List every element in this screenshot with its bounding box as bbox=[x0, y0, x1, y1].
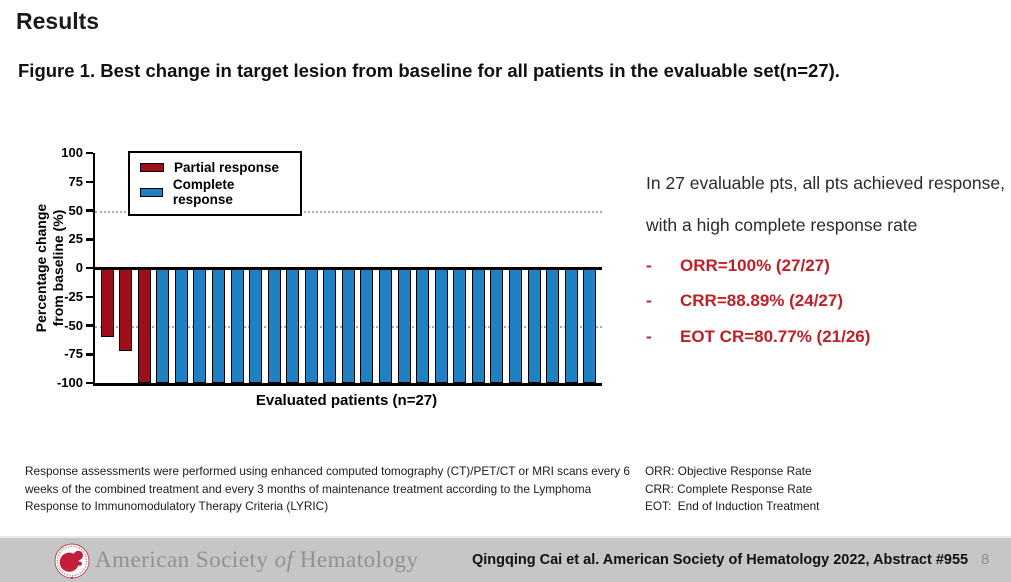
y-tick-label: 25 bbox=[68, 231, 83, 247]
bar-patient-6 bbox=[193, 268, 207, 383]
citation: Qingqing Cai et al. American Society of … bbox=[472, 552, 969, 568]
bar-patient-21 bbox=[471, 268, 485, 383]
summary-intro: In 27 evaluable pts, all pts achieved re… bbox=[646, 173, 1005, 235]
bullet-text: ORR=100% (27/27) bbox=[680, 256, 830, 275]
y-tick-label: -25 bbox=[64, 288, 83, 304]
summary-bullets: - ORR=100% (27/27) - CRR=88.89% (24/27) … bbox=[646, 256, 1011, 347]
y-tick-label: 75 bbox=[68, 173, 83, 189]
y-tick-label: -50 bbox=[64, 317, 83, 333]
bullet-dash: - bbox=[646, 291, 652, 311]
abbreviation-orr: ORR: Objective Response Rate bbox=[645, 464, 812, 478]
y-tick bbox=[86, 180, 93, 183]
y-tick bbox=[86, 209, 93, 212]
bar-patient-18 bbox=[416, 268, 430, 383]
bullet-text: EOT CR=80.77% (21/26) bbox=[680, 326, 871, 346]
bar-patient-26 bbox=[564, 268, 578, 383]
bar-patient-22 bbox=[490, 268, 504, 383]
y-tick bbox=[86, 324, 93, 327]
bar-patient-15 bbox=[360, 268, 374, 383]
bar-patient-7 bbox=[211, 268, 225, 383]
bar-patient-8 bbox=[230, 268, 244, 383]
y-tick bbox=[86, 266, 93, 270]
figure-title: Figure 1. Best change in target lesion f… bbox=[18, 60, 840, 81]
bar-patient-16 bbox=[379, 268, 392, 383]
bullet-dash: - bbox=[646, 256, 652, 275]
y-tick-label: -100 bbox=[56, 375, 83, 390]
partial-response-swatch-icon bbox=[140, 163, 164, 172]
bullet-dash: - bbox=[646, 326, 652, 346]
bar-patient-11 bbox=[286, 268, 300, 383]
y-tick-label: 100 bbox=[61, 145, 83, 160]
y-tick bbox=[86, 295, 93, 298]
footer-bar: American Society of Hematology Qingqing … bbox=[0, 536, 1011, 582]
bar-patient-25 bbox=[546, 268, 560, 383]
bar-patient-4 bbox=[156, 268, 170, 383]
x-axis-label: Evaluated patients (n=27) bbox=[255, 392, 438, 409]
y-tick bbox=[86, 381, 93, 385]
ash-wordmark-text: Hematology bbox=[293, 547, 419, 572]
legend-item-complete: Complete response bbox=[140, 177, 292, 207]
y-tick-label: -75 bbox=[64, 346, 83, 362]
bullet-text: CRR=88.89% (24/27) bbox=[680, 291, 844, 311]
y-tick bbox=[86, 151, 93, 155]
bar-patient-27 bbox=[583, 268, 597, 383]
bar-patient-20 bbox=[453, 268, 467, 383]
bar-patient-13 bbox=[323, 268, 337, 383]
ash-wordmark-of: of bbox=[274, 547, 294, 572]
legend-label: Complete response bbox=[172, 177, 235, 207]
bullet-orr: - ORR=100% (27/27) bbox=[646, 256, 1011, 276]
bars bbox=[95, 268, 602, 383]
bar-patient-12 bbox=[304, 268, 318, 383]
y-tick bbox=[86, 238, 93, 241]
legend-item-partial: Partial response bbox=[140, 160, 292, 175]
abbreviation-crr: CRR: Complete Response Rate bbox=[645, 481, 813, 496]
bar-patient-5 bbox=[174, 268, 188, 383]
zero-baseline bbox=[95, 267, 602, 270]
bar-patient-24 bbox=[527, 268, 541, 383]
plot-area: 100 75 50 25 0 -25 -50 -75 -100 bbox=[57, 145, 602, 390]
bar-patient-23 bbox=[508, 268, 522, 383]
bullet-eot: - EOT CR=80.77% (21/26) bbox=[646, 327, 1011, 347]
page-title: Results bbox=[16, 8, 100, 34]
bullet-crr: - CRR=88.89% (24/27) bbox=[646, 291, 1011, 311]
bar-patient-14 bbox=[341, 268, 355, 383]
reference-line bbox=[95, 210, 602, 213]
bar-patient-2 bbox=[119, 268, 133, 351]
y-tick bbox=[86, 353, 93, 356]
summary-panel: In 27 evaluable pts, all pts achieved re… bbox=[646, 162, 1011, 362]
ash-wordmark-text: American Society bbox=[95, 547, 275, 572]
legend-label: Partial response bbox=[174, 160, 280, 175]
page-number: 8 bbox=[981, 551, 990, 568]
bar-patient-10 bbox=[267, 268, 281, 383]
abbreviations-footnote: ORR: Objective Response Rate CRR: Comple… bbox=[645, 463, 975, 516]
complete-response-swatch-icon bbox=[140, 187, 163, 197]
chart-legend: Partial response Complete response bbox=[128, 151, 302, 216]
bar-patient-17 bbox=[397, 268, 411, 383]
methods-footnote: Response assessments were performed usin… bbox=[25, 464, 630, 513]
ash-wordmark: American Society of Hematology bbox=[95, 547, 419, 573]
bar-patient-9 bbox=[249, 268, 263, 383]
abbreviation-eot: EOT: End of Induction Treatment bbox=[645, 499, 820, 513]
y-tick-label: 50 bbox=[68, 202, 83, 218]
ash-logo-icon bbox=[54, 543, 90, 579]
bar-patient-19 bbox=[434, 268, 448, 383]
y-tick-label: 0 bbox=[75, 260, 83, 275]
bar-patient-1 bbox=[100, 268, 114, 337]
bar-patient-3 bbox=[137, 268, 151, 383]
